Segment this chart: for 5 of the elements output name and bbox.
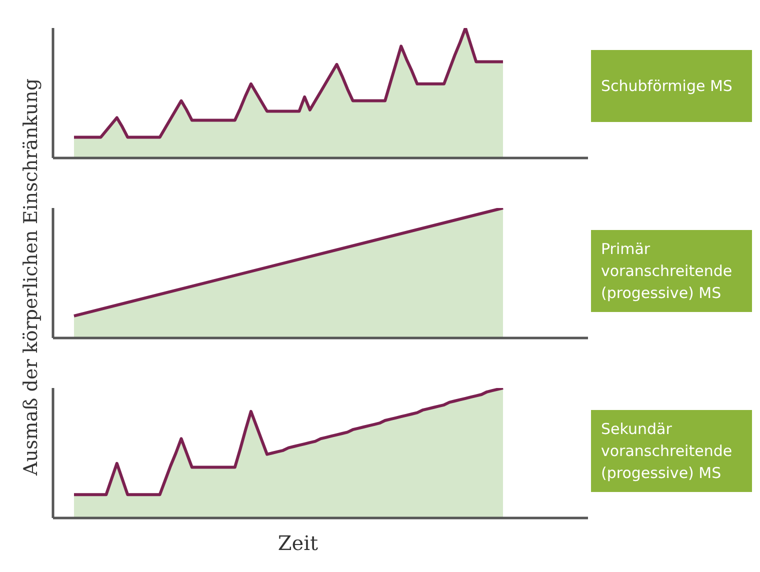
text: Schubförmige MS xyxy=(600,76,734,97)
text: Primär voranschreitende (progessive) MS xyxy=(600,239,734,304)
x-axis-title: Zeit xyxy=(276,530,320,557)
y-axis-title: Ausmaß der körperlichen Einschränkung xyxy=(19,78,43,478)
text: Sekundär voranschreitende (progessive) MS xyxy=(600,419,734,484)
